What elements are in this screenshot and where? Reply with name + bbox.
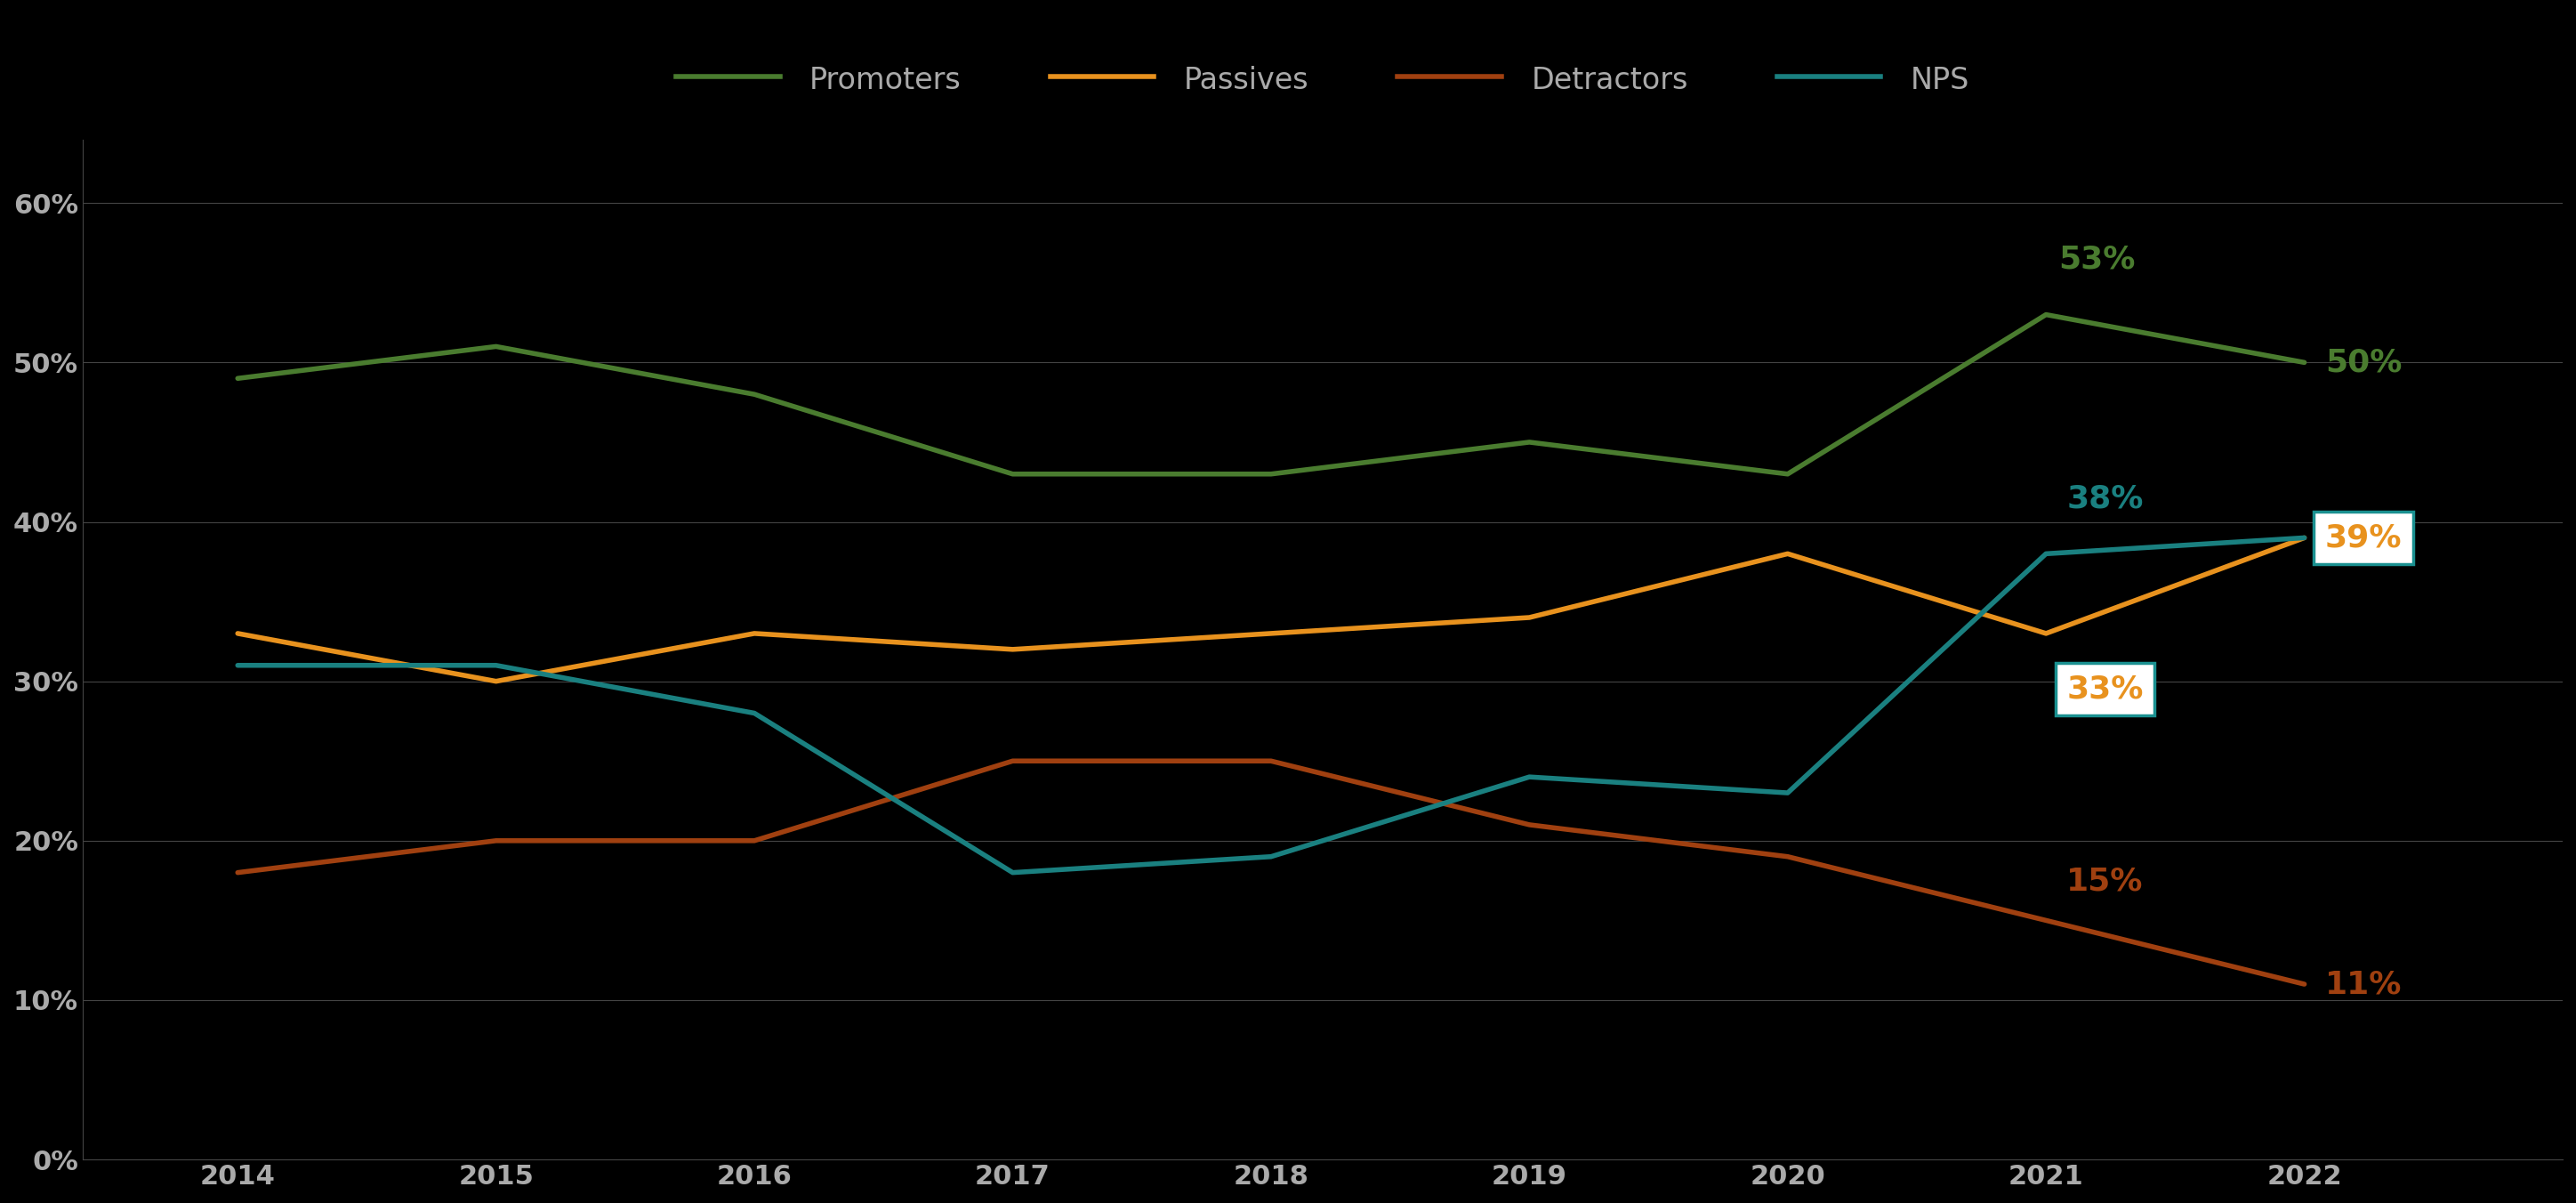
Text: 11%: 11% xyxy=(2326,970,2401,1000)
Text: 33%: 33% xyxy=(2066,674,2143,705)
Text: 50%: 50% xyxy=(2326,348,2401,378)
Text: 15%: 15% xyxy=(2066,866,2143,896)
Text: 53%: 53% xyxy=(2058,244,2136,274)
Text: 38%: 38% xyxy=(2066,484,2143,514)
Legend: Promoters, Passives, Detractors, NPS: Promoters, Passives, Detractors, NPS xyxy=(665,52,1981,107)
Text: 39%: 39% xyxy=(2326,522,2401,553)
